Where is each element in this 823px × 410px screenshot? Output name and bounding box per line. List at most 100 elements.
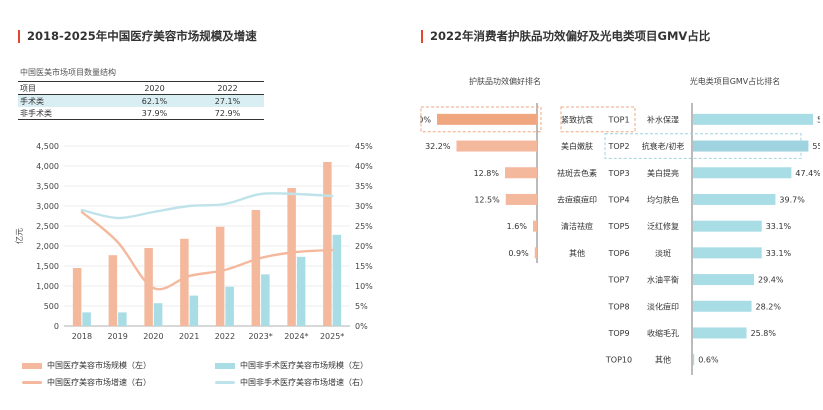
y-tick-label: 1,500 (36, 262, 59, 271)
left-bar (533, 220, 537, 232)
right-value-label: 25.8% (751, 329, 777, 338)
legend-item: 中国医疗美容市场增速（右） (22, 377, 151, 388)
rank-label: TOP4 (607, 195, 629, 204)
left-bar (505, 167, 537, 179)
right-category-label: 其他 (655, 355, 671, 365)
table-row: 非手术类 37.9% 72.9% (18, 107, 264, 120)
left-panel-title: 2018-2025年中国医疗美容市场规模及增速 (18, 30, 257, 43)
left-value-label: 12.8% (474, 169, 500, 178)
right-value-label: 55.6% (812, 142, 820, 151)
bar (296, 256, 306, 326)
y2-tick-label: 35% (355, 182, 373, 191)
left-bar (456, 140, 537, 152)
left-bar (437, 113, 537, 125)
left-category-label: 美白嫩肤 (561, 141, 593, 151)
y2-tick-label: 45% (355, 142, 373, 151)
legend-swatch (215, 362, 235, 369)
series-line (80, 210, 334, 291)
rank-label: TOP7 (607, 276, 629, 285)
right-category-label: 收缩毛孔 (647, 328, 679, 338)
right-value-label: 0.6% (698, 356, 719, 365)
right-bar (693, 354, 695, 366)
left-ranking-header: 护肤品功效偏好排名 (469, 77, 541, 86)
bar (323, 162, 332, 326)
rank-label: TOP6 (607, 249, 629, 258)
table-cell: 手术类 (18, 94, 118, 107)
right-value-label: 29.4% (758, 276, 784, 285)
right-value-label: 39.7% (779, 195, 805, 204)
right-category-label: 均匀肤色 (647, 194, 679, 204)
x-tick-label: 2023* (248, 332, 272, 341)
left-value-label: 1.6% (507, 222, 528, 231)
legend-label: 中国非手术医疗美容市场规模（左） (240, 361, 368, 370)
skincare-gmv-ranking-chart: 40.0% 紧致抗衰 32.2% 美白嫩肤 12.8% 祛斑去色素 12.5% 去痘痕痘印 1.… (420, 103, 820, 375)
y2-tick-label: 5% (355, 302, 368, 311)
y-tick-label: 3,500 (36, 182, 59, 191)
rank-label: TOP8 (607, 302, 629, 311)
left-category-label: 清洁祛痘 (561, 221, 593, 231)
bar (82, 312, 91, 326)
left-category-label: 祛斑去色素 (557, 168, 597, 178)
left-value-label: 32.2% (425, 142, 451, 151)
bar (261, 274, 270, 326)
rank-label: TOP2 (607, 142, 629, 151)
x-tick-label: 2025* (320, 332, 344, 341)
table-cell: 72.9% (191, 107, 264, 120)
left-value-label: 12.5% (474, 195, 500, 204)
right-panel-title: 2022年消费者护肤品功效偏好及光电类项目GMV占比 (421, 30, 710, 43)
right-value-label: 33.1% (766, 249, 792, 258)
right-value-label: 47.4% (795, 169, 820, 178)
table-title: 中国医美市场项目数量结构 (20, 68, 116, 77)
table-cell: 27.1% (191, 94, 264, 107)
rank-label: TOP3 (607, 169, 629, 178)
bar (180, 238, 189, 326)
bar (287, 188, 296, 326)
y2-tick-label: 0% (355, 322, 368, 331)
x-tick-label: 2019 (107, 332, 127, 341)
x-tick-label: 2020 (143, 332, 163, 341)
rank-label: TOP9 (607, 329, 629, 338)
legend-item: 中国非手术医疗美容市场增速（右） (215, 377, 368, 388)
right-category-label: 泛红修复 (647, 221, 679, 231)
left-value-label: 40.0% (420, 115, 431, 124)
market-size-combo-chart: 0 500 1,000 1,500 2,000 2,500 3,000 3,500 4,000 4… (14, 142, 373, 341)
legend-swatch (22, 362, 42, 369)
rank-label: TOP1 (607, 115, 629, 124)
right-bar (693, 113, 813, 125)
legend-item: 中国非手术医疗美容市场规模（左） (215, 360, 368, 371)
table-row: 手术类 62.1% 27.1% (18, 94, 264, 107)
right-value-label: 57.8% (817, 115, 820, 124)
y-tick-label: 500 (44, 302, 59, 311)
right-value-label: 33.1% (766, 222, 792, 231)
table-cell: 62.1% (118, 94, 191, 107)
right-bar (693, 140, 809, 152)
structure-table: 项目 2020 2022 手术类 62.1% 27.1% 非手术类 37.9% … (18, 81, 264, 120)
table-header: 2022 (191, 81, 264, 95)
right-category-label: 补水保湿 (647, 114, 679, 124)
y2-tick-label: 25% (355, 222, 373, 231)
bar (72, 268, 82, 326)
series-line (80, 191, 334, 220)
legend-swatch (22, 381, 42, 384)
right-value-label: 28.2% (756, 302, 782, 311)
right-ranking-header: 光电类项目GMV占比排名 (689, 77, 781, 86)
left-bar (534, 247, 537, 259)
right-bar (693, 220, 762, 232)
x-tick-label: 2024* (284, 332, 308, 341)
bar (215, 226, 225, 326)
left-bar (505, 193, 537, 205)
y-tick-label: 1,000 (36, 282, 59, 291)
bar (332, 234, 342, 326)
rank-label: TOP5 (607, 222, 629, 231)
right-category-label: 抗衰老/初老 (642, 141, 685, 151)
right-bar (693, 327, 747, 339)
right-category-label: 淡斑 (655, 248, 671, 258)
left-highlight-box (420, 106, 542, 133)
right-bar (693, 193, 776, 205)
right-bar (693, 274, 755, 286)
bar (108, 255, 118, 326)
bar (251, 210, 261, 326)
bar (189, 295, 199, 326)
right-category-label: 水油平衡 (647, 275, 679, 285)
bar (144, 248, 153, 326)
